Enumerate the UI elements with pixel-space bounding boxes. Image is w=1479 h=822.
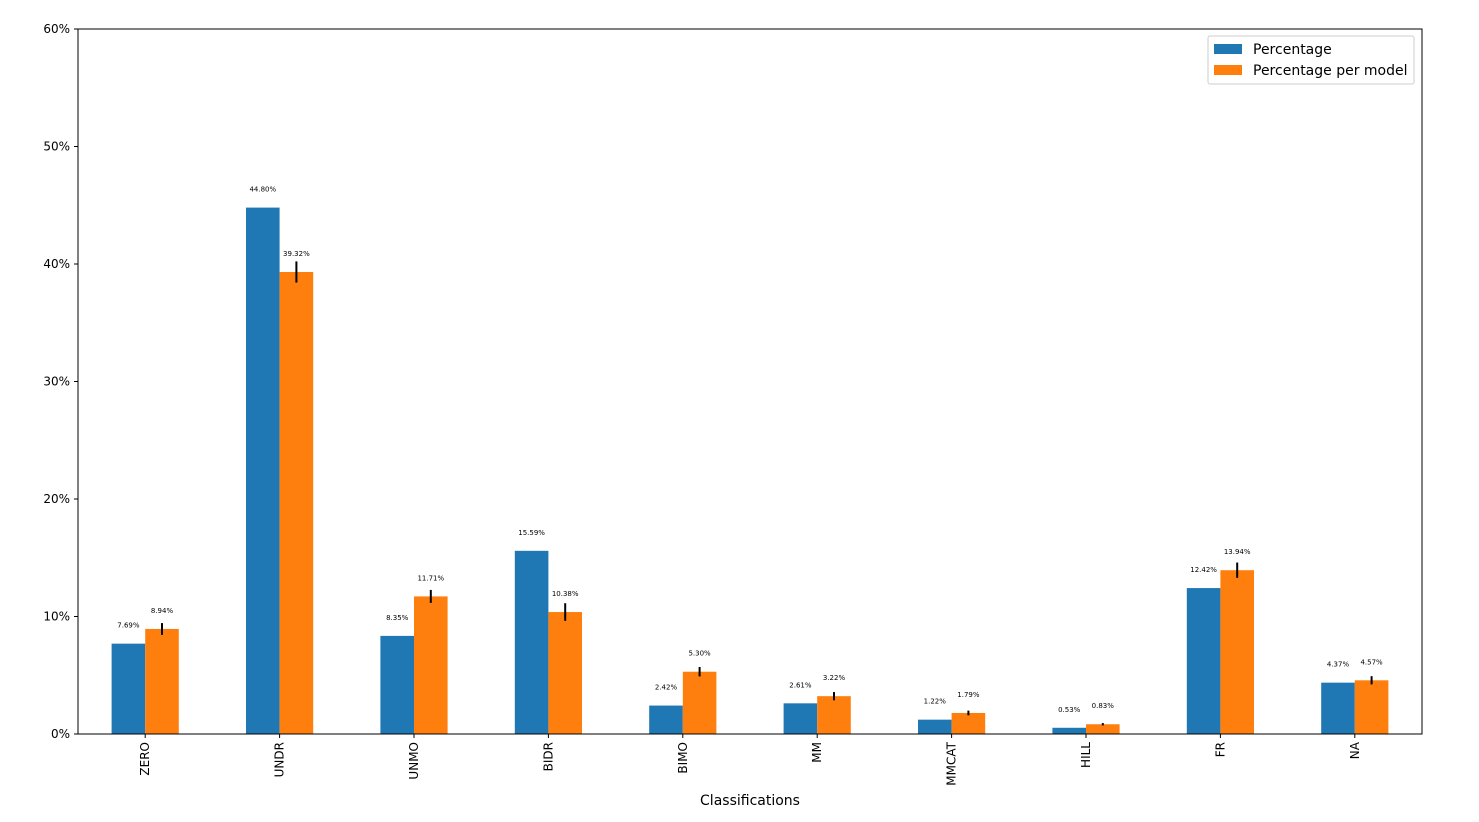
data-label-bimo-series-1: 5.30% <box>688 650 711 658</box>
data-label-mmcat-series-1: 1.79% <box>957 691 980 699</box>
x-tick-label-zero: ZERO <box>138 742 152 776</box>
bars-layer <box>111 207 1389 735</box>
x-tick-label-mmcat: MMCAT <box>945 741 959 785</box>
x-axis: ZERO UNDR UNMO BIDR BIMO MM MMCAT HILL FR NA <box>138 734 1362 786</box>
legend: Percentage Percentage per model <box>1207 35 1415 85</box>
data-label-undr-series-0: 44.80% <box>249 186 276 194</box>
bar-mmcat-series-0 <box>918 719 952 734</box>
y-tick-label: 30% <box>43 375 70 389</box>
legend-box <box>1207 35 1415 85</box>
data-label-unmo-series-0: 8.35% <box>386 614 409 622</box>
bar-bimo-series-1 <box>682 671 717 734</box>
data-label-mmcat-series-0: 1.22% <box>924 698 947 706</box>
bar-na-series-0 <box>1321 682 1355 734</box>
x-axis-title: Classifications <box>700 793 800 809</box>
x-tick-label-bidr: BIDR <box>541 742 555 771</box>
error-bars-layer <box>161 261 1373 726</box>
bar-zero-series-1 <box>145 628 179 734</box>
data-label-hill-series-1: 0.83% <box>1092 702 1115 710</box>
legend-label-percentage-per-model: Percentage per model <box>1253 63 1408 79</box>
legend-swatch-percentage <box>1214 44 1242 54</box>
data-label-bidr-series-1: 10.38% <box>552 590 579 598</box>
x-tick-label-mm: MM <box>810 742 824 763</box>
x-tick-label-unmo: UNMO <box>407 742 421 780</box>
data-label-unmo-series-1: 11.71% <box>417 574 444 582</box>
bar-zero-series-0 <box>111 643 146 734</box>
data-label-zero-series-1: 8.94% <box>151 607 174 615</box>
bar-fr-series-1 <box>1220 570 1254 734</box>
bar-unmo-series-1 <box>414 596 448 734</box>
data-label-bidr-series-0: 15.59% <box>518 529 545 537</box>
legend-label-percentage: Percentage <box>1253 42 1332 58</box>
x-tick-label-hill: HILL <box>1079 742 1093 768</box>
bar-mm-series-1 <box>817 696 851 734</box>
bar-undr-series-1 <box>279 271 314 734</box>
bar-bidr-series-0 <box>514 550 549 734</box>
y-tick-label: 20% <box>43 492 70 506</box>
bar-na-series-1 <box>1354 680 1389 734</box>
y-tick-label: 50% <box>43 140 70 154</box>
y-tick-label: 10% <box>43 610 70 624</box>
x-tick-label-na: NA <box>1348 741 1362 759</box>
y-tick-label: 40% <box>43 257 70 271</box>
bar-bimo-series-0 <box>649 705 683 734</box>
data-label-bimo-series-0: 2.42% <box>655 684 678 692</box>
bar-unmo-series-0 <box>380 635 414 734</box>
data-label-na-series-0: 4.37% <box>1327 661 1350 669</box>
bar-undr-series-0 <box>246 207 280 735</box>
y-tick-label: 0% <box>51 727 70 741</box>
data-label-mm-series-0: 2.61% <box>789 681 812 689</box>
data-label-na-series-1: 4.57% <box>1360 658 1383 666</box>
bar-mmcat-series-1 <box>951 712 986 734</box>
data-label-undr-series-1: 39.32% <box>283 250 310 258</box>
legend-swatch-percentage-per-model <box>1214 65 1242 75</box>
bar-fr-series-0 <box>1186 588 1221 734</box>
data-label-mm-series-1: 3.22% <box>823 674 846 682</box>
x-tick-label-undr: UNDR <box>273 742 287 777</box>
data-label-hill-series-0: 0.53% <box>1058 706 1081 714</box>
data-label-fr-series-1: 13.94% <box>1224 548 1251 556</box>
data-label-fr-series-0: 12.42% <box>1190 566 1217 574</box>
data-labels-layer: 7.69% 8.94% 44.80% 39.32% 8.35% 11.71% 15.59% 1… <box>117 186 1383 714</box>
data-label-zero-series-0: 7.69% <box>117 622 140 630</box>
bar-mm-series-0 <box>783 703 818 734</box>
bar-bidr-series-1 <box>548 612 582 734</box>
bar-hill-series-0 <box>1052 727 1086 734</box>
x-tick-label-fr: FR <box>1213 742 1227 757</box>
bar-hill-series-1 <box>1086 724 1120 734</box>
x-tick-label-bimo: BIMO <box>676 742 690 774</box>
y-axis: 0% 10% 20% 30% 40% 50% 60% <box>43 22 78 741</box>
y-tick-label: 60% <box>43 22 70 36</box>
